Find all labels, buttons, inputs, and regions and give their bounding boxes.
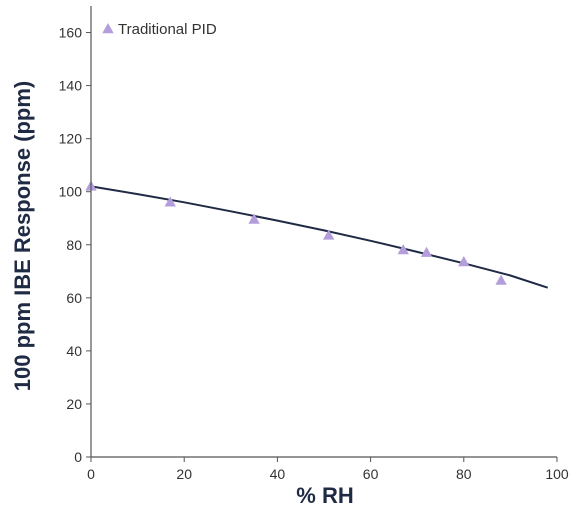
axes: 0 20 40 60 80 100 120 140 160 0 20 40 60 80 100 bbox=[59, 6, 569, 482]
trendline bbox=[90, 185, 549, 289]
x-tick-label: 40 bbox=[270, 466, 286, 482]
x-tick-label: 0 bbox=[87, 466, 95, 482]
data-point bbox=[420, 246, 433, 257]
data-point bbox=[495, 274, 507, 285]
data-point bbox=[248, 213, 260, 224]
legend-label: Traditional PID bbox=[118, 21, 217, 38]
data-point bbox=[397, 244, 409, 255]
y-tick-label: 100 bbox=[59, 184, 83, 200]
x-tick-label: 80 bbox=[456, 466, 472, 482]
legend-marker-triangle-icon bbox=[102, 23, 114, 34]
plot-area bbox=[85, 180, 549, 289]
y-tick-label: 80 bbox=[66, 237, 82, 253]
y-axis-title: 100 ppm IBE Response (ppm) bbox=[10, 81, 35, 392]
x-tick-label: 100 bbox=[545, 466, 569, 482]
y-tick-label: 20 bbox=[66, 396, 82, 412]
y-tick-label: 160 bbox=[59, 25, 83, 41]
data-point bbox=[164, 196, 176, 207]
y-tick-label: 0 bbox=[74, 449, 82, 465]
data-point bbox=[322, 229, 335, 240]
x-axis-title: % RH bbox=[296, 483, 353, 508]
data-point bbox=[458, 256, 470, 267]
legend: Traditional PID bbox=[102, 21, 217, 38]
x-tick-label: 20 bbox=[176, 466, 192, 482]
x-tick-label: 60 bbox=[363, 466, 379, 482]
y-tick-label: 120 bbox=[59, 131, 83, 147]
y-tick-label: 60 bbox=[66, 290, 82, 306]
y-tick-label: 40 bbox=[66, 343, 82, 359]
y-tick-label: 140 bbox=[59, 78, 83, 94]
